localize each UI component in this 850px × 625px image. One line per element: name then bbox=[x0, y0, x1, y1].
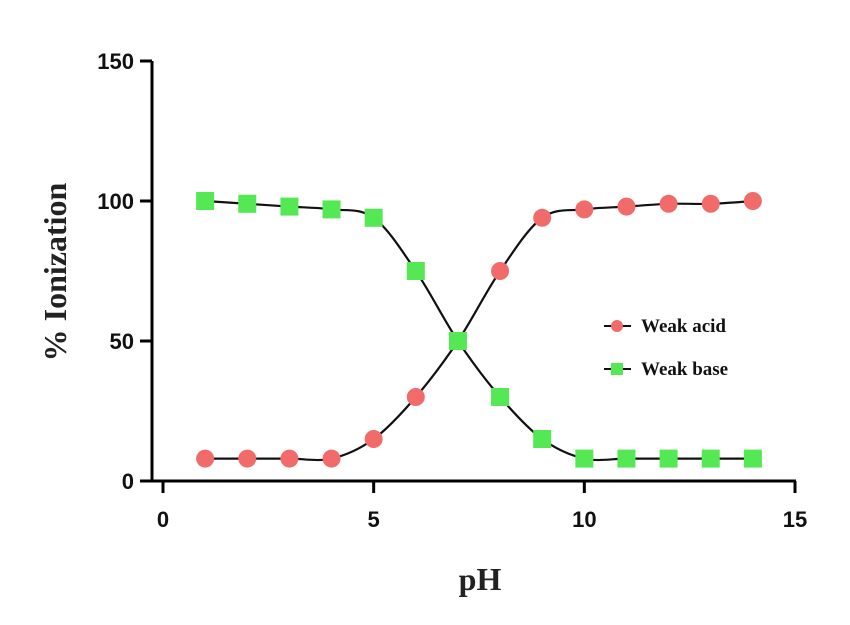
y-tick-label: 100 bbox=[97, 189, 134, 214]
data-point bbox=[575, 200, 594, 219]
data-point bbox=[701, 194, 720, 213]
data-point bbox=[659, 194, 678, 213]
data-point bbox=[533, 430, 552, 448]
x-tick-label: 0 bbox=[157, 507, 169, 532]
data-point bbox=[238, 194, 257, 213]
data-point bbox=[322, 449, 341, 468]
legend-label: Weak acid bbox=[641, 316, 726, 337]
data-point bbox=[406, 388, 425, 406]
series-weak-base bbox=[196, 192, 762, 468]
legend-item: Weak acid bbox=[604, 316, 726, 337]
legend-circle-marker bbox=[611, 320, 623, 332]
y-axis-label: % Ionization bbox=[37, 182, 73, 361]
x-tick-label: 5 bbox=[368, 507, 380, 532]
legend: Weak acid Weak base bbox=[604, 316, 728, 380]
data-point bbox=[701, 449, 720, 468]
legend-square-marker bbox=[611, 363, 623, 375]
legend-label: Weak base bbox=[641, 359, 728, 380]
data-point bbox=[659, 449, 678, 468]
data-point bbox=[238, 449, 257, 468]
axes: 0 50 100 150 0 5 10 15 bbox=[97, 49, 807, 532]
data-point bbox=[533, 208, 552, 227]
series-layer bbox=[196, 192, 762, 468]
data-point bbox=[448, 332, 467, 350]
y-tick-label: 50 bbox=[110, 329, 134, 354]
data-point bbox=[617, 449, 636, 468]
data-point bbox=[364, 208, 383, 227]
x-tick-label: 10 bbox=[572, 507, 596, 532]
data-point bbox=[196, 192, 215, 210]
data-point bbox=[575, 449, 594, 468]
data-point bbox=[491, 262, 510, 280]
data-point bbox=[617, 197, 636, 216]
data-point bbox=[322, 200, 341, 219]
series-weak-acid bbox=[196, 192, 762, 468]
data-point bbox=[743, 449, 762, 468]
data-point bbox=[406, 262, 425, 280]
data-point bbox=[743, 192, 762, 210]
y-tick-label: 0 bbox=[122, 469, 134, 494]
y-tick-label: 150 bbox=[97, 49, 134, 74]
data-point bbox=[364, 430, 383, 448]
legend-item: Weak base bbox=[604, 359, 728, 380]
data-point bbox=[196, 449, 215, 468]
data-point bbox=[491, 388, 510, 406]
x-axis-label: pH bbox=[459, 561, 502, 597]
x-tick-label: 15 bbox=[783, 507, 807, 532]
data-point bbox=[280, 449, 299, 468]
data-point bbox=[280, 197, 299, 216]
